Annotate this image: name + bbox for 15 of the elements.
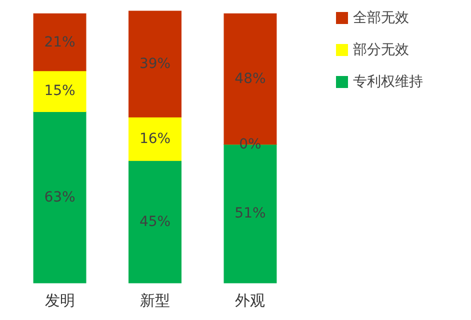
data-label: 51%	[234, 206, 266, 222]
data-label: 63%	[44, 189, 76, 206]
data-label: 15%	[44, 83, 76, 100]
legend-label: 部分无效	[353, 42, 409, 58]
data-label: 45%	[139, 214, 171, 230]
data-label: 16%	[139, 130, 171, 147]
legend-label: 全部无效	[353, 10, 409, 26]
data-label: 21%	[44, 34, 76, 50]
data-label: 48%	[234, 71, 266, 87]
data-label: 39%	[139, 56, 171, 72]
x-tick-label: 外观	[235, 292, 266, 310]
data-label: 0%	[239, 136, 262, 152]
x-tick-label: 发明	[44, 292, 75, 310]
x-tick-label: 新型	[140, 292, 170, 310]
legend-label: 专利权维持	[353, 74, 423, 90]
